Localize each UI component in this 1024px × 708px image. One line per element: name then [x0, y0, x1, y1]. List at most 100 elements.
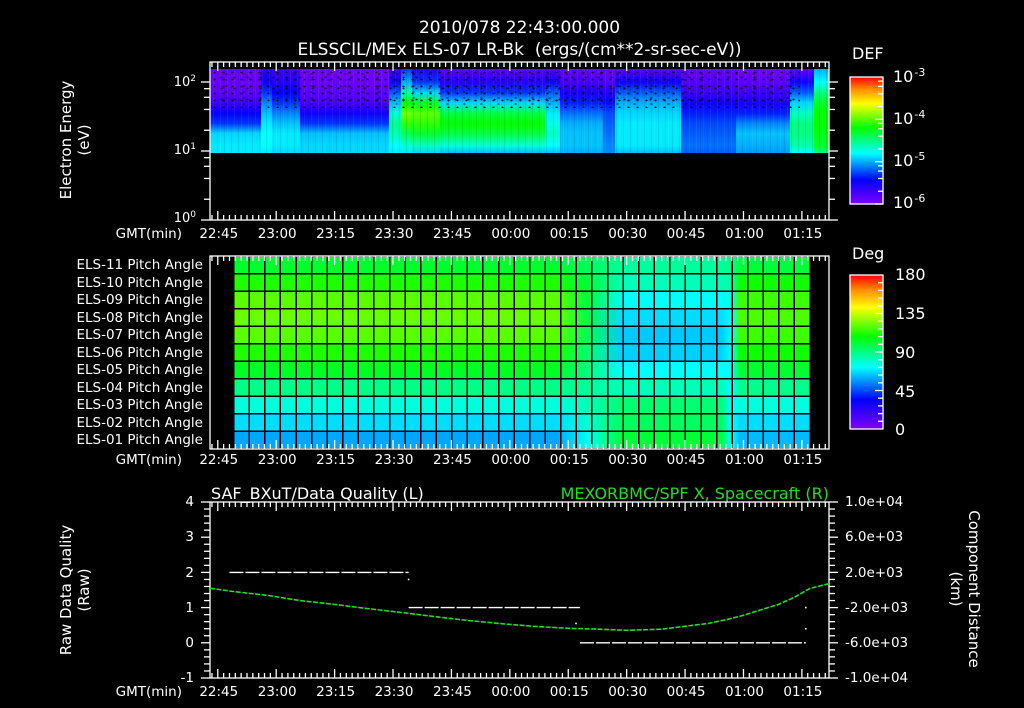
quality-panel-title-right: MEXORBMC/SPF X, Spacecraft (R) [560, 483, 829, 503]
energy-time-ticks [211, 62, 826, 220]
deg-colorbar-label: 135 [895, 303, 926, 323]
quality-tick-label: -1 [180, 670, 194, 687]
distance-tick-label: 6.0e+03 [845, 529, 904, 546]
time-tick-label: 00:00 [491, 684, 531, 701]
distance-tick-label: 2.0e+03 [845, 564, 904, 581]
time-tick-label: 01:00 [725, 226, 764, 243]
deg-colorbar-label: 90 [895, 342, 916, 362]
data-quality-point [804, 606, 807, 609]
colorbar-ticks [849, 76, 884, 430]
energy-tick-label-exponent: 0 [190, 209, 196, 220]
quality-y-ticks [201, 501, 838, 679]
pitch-time-ticks [211, 256, 826, 449]
time-tick-label: 00:30 [608, 684, 648, 701]
time-tick-label: 00:00 [491, 452, 531, 469]
pitch-row-label: ELS-04 Pitch Angle [76, 379, 203, 396]
pitch-angle-heatmap[interactable] [233, 256, 810, 449]
distance-tick-label: -1.0e+04 [845, 670, 909, 687]
energy-tick-label-base: 10 [173, 74, 191, 90]
def-colorbar-label: 10-4 [893, 107, 983, 129]
pitch-row-label: ELS-01 Pitch Angle [76, 432, 203, 449]
pitch-frame-border [209, 255, 830, 450]
time-tick-label: 01:15 [783, 226, 823, 243]
quality-series-group [209, 571, 830, 644]
quality-tick-label: 1 [185, 599, 194, 616]
energy-tick-label-base: 10 [173, 142, 191, 158]
time-tick-label: 23:45 [432, 452, 472, 469]
time-tick-label: 00:30 [608, 452, 648, 469]
time-tick-label: 23:15 [316, 226, 356, 243]
plot-dataset-title: ELSSCIL/MEx ELS-07 LR-Bk (ergs/(cm**2-sr… [297, 40, 742, 60]
def-colorbar-border [849, 76, 884, 205]
quality-tick-label: 0 [185, 635, 194, 651]
gmt-axis-label: GMT(min) [115, 684, 182, 701]
time-tick-label: 23:30 [374, 452, 414, 469]
def-colorbar-label-base: 10 [893, 67, 914, 87]
plot-timestamp-title: 2010/078 22:43:00.000 [418, 17, 621, 38]
time-tick-label: 00:15 [549, 226, 589, 243]
def-colorbar-label: 10-5 [893, 149, 983, 171]
quality-tick-label: 4 [185, 494, 194, 511]
def-colorbar-label-exponent: -4 [914, 107, 926, 121]
time-tick-label: 00:45 [666, 452, 706, 469]
def-colorbar-label-base: 10 [893, 109, 914, 129]
energy-spectrogram[interactable] [210, 69, 829, 153]
quality-time-ticks [211, 502, 826, 678]
spectrogram-noise-texture [210, 69, 800, 108]
time-tick-label: 01:15 [783, 684, 823, 701]
time-tick-label: 01:15 [783, 452, 823, 469]
time-tick-label: 00:00 [491, 226, 531, 243]
pitch-panel-frame [209, 255, 830, 450]
energy-frame-border [209, 61, 830, 221]
spectrogram-streak-texture [210, 69, 829, 153]
spectrogram-time-segment [813, 69, 829, 153]
def-colorbar-title: DEF [852, 43, 884, 63]
def-colorbar-label: 10-6 [893, 191, 983, 213]
pitch-row-label: ELS-10 Pitch Angle [76, 274, 203, 291]
pitch-row-label: ELS-05 Pitch Angle [76, 362, 203, 379]
energy-tick-label: 101 [120, 141, 196, 159]
time-tick-label: 00:30 [608, 226, 648, 243]
pitch-row-label: ELS-09 Pitch Angle [76, 292, 203, 309]
quality-frame-border [209, 501, 830, 679]
pitch-row-label: ELS-02 Pitch Angle [76, 414, 203, 431]
def-colorbar-label-exponent: -6 [914, 191, 926, 205]
pitch-row-label: ELS-06 Pitch Angle [76, 344, 203, 361]
time-tick-label: 01:00 [725, 452, 764, 469]
def-colorbar [850, 77, 883, 204]
time-tick-label: 00:45 [666, 684, 706, 701]
distance-tick-label: -2.0e+03 [845, 599, 909, 616]
gmt-axis-label: GMT(min) [115, 226, 182, 243]
pitch-row-label: ELS-03 Pitch Angle [76, 397, 203, 414]
def-colorbar-label-base: 10 [893, 151, 914, 171]
time-tick-label: 00:45 [666, 226, 706, 243]
energy-tick-label-exponent: 1 [190, 141, 196, 152]
energy-tick-label-exponent: 2 [190, 73, 196, 84]
def-colorbar-label-base: 10 [893, 193, 914, 213]
distance-tick-label: 1.0e+04 [845, 494, 904, 511]
gmt-axis-label: GMT(min) [115, 452, 182, 469]
def-colorbar-label-exponent: -5 [914, 149, 926, 163]
time-tick-label: 23:45 [432, 684, 472, 701]
time-tick-label: 22:45 [199, 452, 239, 469]
time-tick-label: 23:00 [257, 226, 297, 243]
quality-tick-label: 2 [185, 564, 194, 581]
deg-colorbar-label: 0 [895, 419, 906, 439]
time-tick-label: 23:00 [257, 684, 297, 701]
energy-panel-frame [209, 61, 830, 221]
energy-tick-label: 102 [120, 73, 196, 91]
time-tick-label: 22:45 [199, 684, 239, 701]
time-tick-label: 23:45 [432, 226, 472, 243]
pitch-row-label: ELS-07 Pitch Angle [76, 327, 203, 344]
time-tick-label: 23:00 [257, 452, 297, 469]
energy-tick-label-base: 10 [173, 210, 191, 226]
distance-tick-label: -6.0e+03 [845, 635, 909, 651]
def-colorbar-label: 10-3 [893, 67, 983, 87]
data-quality-point [804, 627, 807, 630]
time-tick-label: 00:15 [549, 684, 589, 701]
quality-panel-title-left: SAF_BXuT/Data Quality (L) [211, 483, 424, 503]
time-tick-label: 23:30 [374, 226, 414, 243]
deg-colorbar-label: 180 [895, 264, 926, 284]
time-tick-label: 22:45 [199, 226, 239, 243]
